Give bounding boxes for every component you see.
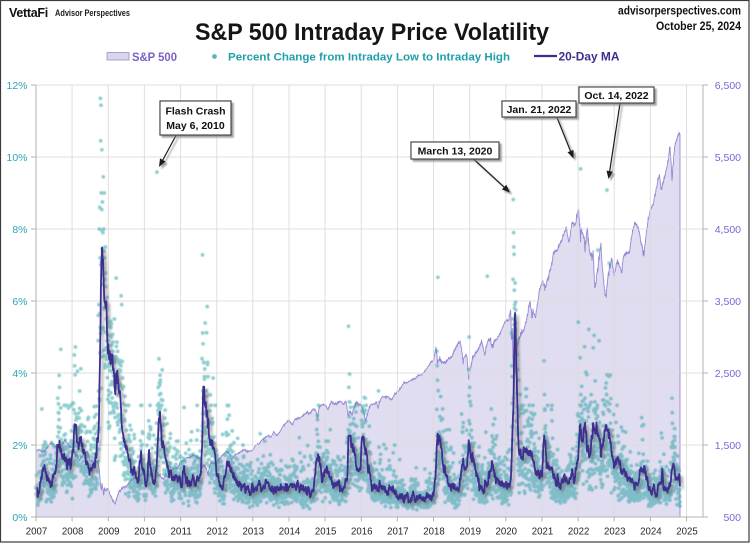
svg-text:2012: 2012 bbox=[206, 526, 228, 538]
svg-text:2019: 2019 bbox=[459, 526, 481, 538]
svg-text:4,500: 4,500 bbox=[715, 224, 741, 236]
svg-text:2020: 2020 bbox=[496, 526, 518, 538]
svg-text:2022: 2022 bbox=[568, 526, 590, 538]
svg-text:2021: 2021 bbox=[532, 526, 554, 538]
svg-text:Flash Crash: Flash Crash bbox=[165, 106, 225, 118]
svg-text:March 13, 2020: March 13, 2020 bbox=[418, 145, 493, 157]
svg-text:2017: 2017 bbox=[387, 526, 409, 538]
svg-text:10%: 10% bbox=[6, 152, 27, 164]
svg-text:2025: 2025 bbox=[676, 526, 698, 538]
svg-text:6,500: 6,500 bbox=[715, 80, 741, 92]
svg-text:2010: 2010 bbox=[134, 526, 156, 538]
svg-text:20-Day MA: 20-Day MA bbox=[559, 52, 620, 64]
svg-text:2023: 2023 bbox=[604, 526, 626, 538]
svg-text:Oct. 14, 2022: Oct. 14, 2022 bbox=[584, 90, 648, 102]
svg-text:S&P 500 Intraday Price Volatil: S&P 500 Intraday Price Volatility bbox=[195, 19, 550, 46]
svg-text:2,500: 2,500 bbox=[715, 368, 741, 380]
svg-text:2011: 2011 bbox=[170, 526, 192, 538]
svg-text:VettaFi: VettaFi bbox=[9, 6, 48, 20]
svg-text:4%: 4% bbox=[12, 368, 27, 380]
svg-text:3,500: 3,500 bbox=[715, 296, 741, 308]
svg-text:5,500: 5,500 bbox=[715, 152, 741, 164]
svg-text:6%: 6% bbox=[12, 296, 27, 308]
svg-text:500: 500 bbox=[723, 512, 741, 524]
svg-text:12%: 12% bbox=[6, 80, 27, 92]
svg-text:advisorperspectives.com: advisorperspectives.com bbox=[618, 5, 741, 18]
svg-text:2018: 2018 bbox=[423, 526, 445, 538]
svg-text:2013: 2013 bbox=[243, 526, 265, 538]
svg-text:Jan. 21, 2022: Jan. 21, 2022 bbox=[507, 104, 572, 116]
svg-text:2009: 2009 bbox=[98, 526, 120, 538]
svg-text:8%: 8% bbox=[12, 224, 27, 236]
svg-text:2007: 2007 bbox=[26, 526, 48, 538]
svg-text:Percent Change from Intraday L: Percent Change from Intraday Low to Intr… bbox=[228, 52, 510, 64]
svg-text:October 25, 2024: October 25, 2024 bbox=[656, 20, 741, 33]
svg-text:1,500: 1,500 bbox=[715, 440, 741, 452]
svg-text:Advisor Perspectives: Advisor Perspectives bbox=[55, 8, 130, 19]
svg-text:2024: 2024 bbox=[640, 526, 662, 538]
svg-text:2015: 2015 bbox=[315, 526, 337, 538]
svg-text:S&P 500: S&P 500 bbox=[132, 52, 177, 64]
svg-text:0%: 0% bbox=[12, 512, 27, 524]
svg-text:2014: 2014 bbox=[279, 526, 301, 538]
svg-text:2%: 2% bbox=[12, 440, 27, 452]
svg-text:2008: 2008 bbox=[62, 526, 84, 538]
svg-text:2016: 2016 bbox=[351, 526, 373, 538]
svg-text:May 6, 2010: May 6, 2010 bbox=[166, 120, 225, 132]
